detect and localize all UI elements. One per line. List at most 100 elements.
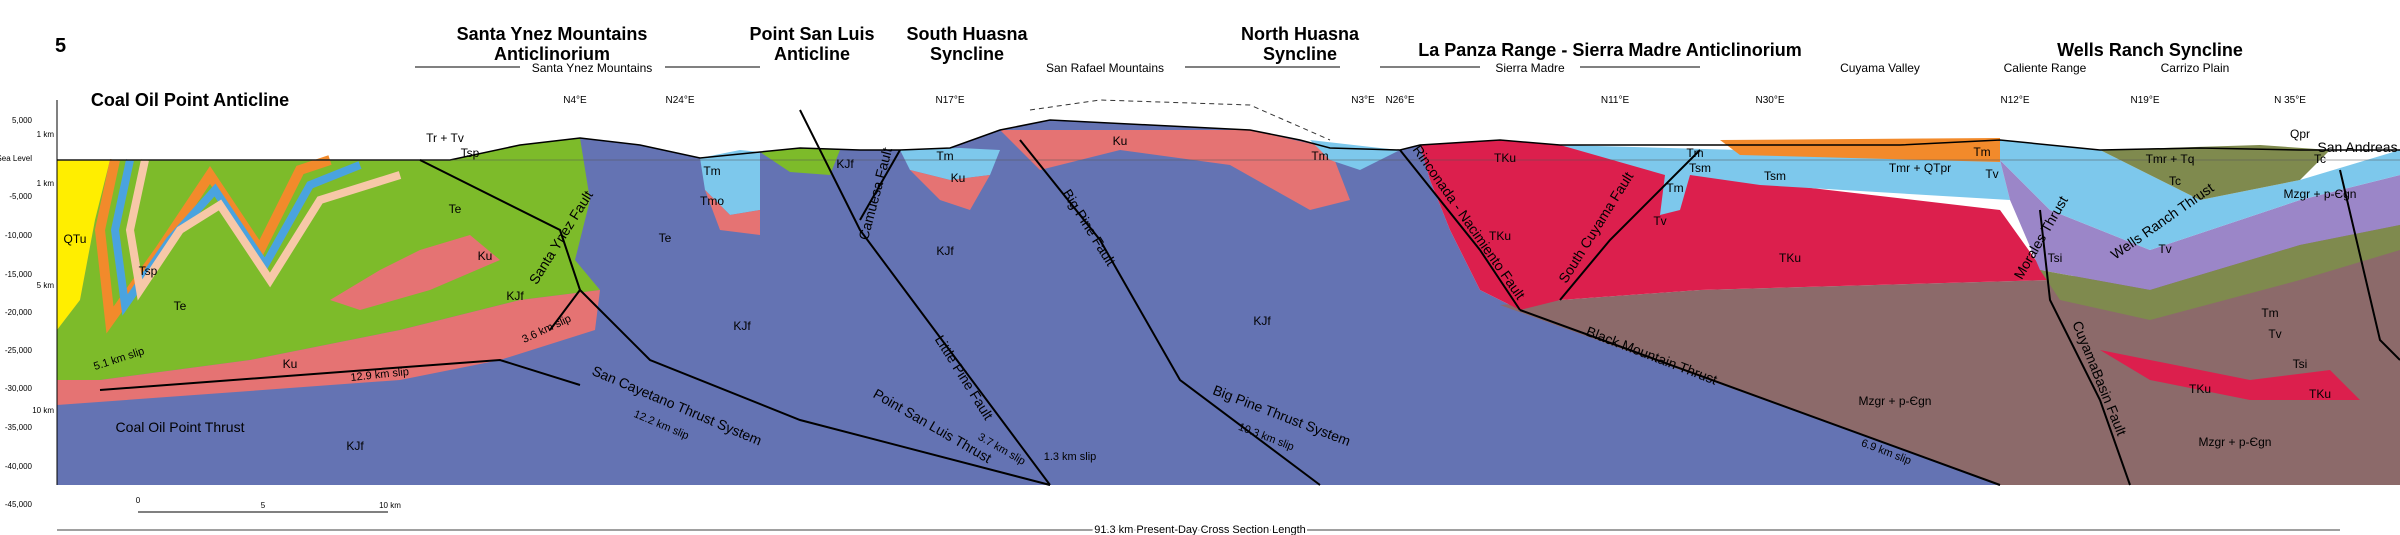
range-label: Cuyama Valley	[1840, 61, 1920, 75]
unit: KJf	[936, 244, 954, 258]
unit: Tv	[2268, 327, 2281, 341]
scale-label: 0	[136, 496, 141, 505]
depth-label: -40,000	[5, 462, 33, 471]
scale-bar: 0 5 10 km	[136, 496, 401, 513]
unit: Tsi	[2048, 251, 2063, 265]
ku	[330, 235, 500, 310]
unit: Tc	[2169, 174, 2181, 188]
fault	[1519, 309, 2001, 486]
unit: Mzgr + p-Єgn	[1859, 394, 1932, 408]
tm	[2000, 140, 2400, 250]
unit: TKu	[2189, 382, 2211, 396]
range-label: Santa Ynez Mountains	[532, 61, 653, 75]
faults	[99, 109, 2400, 486]
fault	[2339, 169, 2400, 361]
unit: Tm	[2261, 306, 2278, 320]
unit: Tc	[2314, 152, 2326, 166]
tv	[2000, 160, 2400, 290]
unit: QTu	[64, 232, 87, 246]
orientation: N17°E	[935, 95, 964, 106]
unit: KJf	[836, 157, 854, 171]
unit: KJf	[506, 289, 524, 303]
unit: Ku	[951, 171, 966, 185]
unit: Tsp	[139, 264, 158, 278]
unit: Tm	[1973, 145, 1990, 159]
depth-label: -10,000	[5, 231, 33, 240]
unit: Te	[659, 231, 672, 245]
header: La Panza Range - Sierra Madre Anticlinor…	[1418, 40, 1801, 60]
unit: Tsm	[1689, 161, 1711, 175]
eroded-profile	[1029, 99, 1331, 141]
tku	[2100, 350, 2360, 400]
header: Anticline	[774, 44, 850, 64]
ku	[1000, 130, 1350, 210]
fault-label: San Andreas Fault	[2317, 139, 2400, 155]
km-label: 1 km	[37, 179, 55, 188]
figure-number: 5	[55, 35, 66, 57]
unit: Tv	[1985, 167, 1998, 181]
tm	[700, 150, 760, 215]
unit: Tv	[1653, 214, 1666, 228]
unit: Ku	[478, 249, 493, 263]
unit: Tv	[2158, 242, 2171, 256]
tm	[1560, 145, 2010, 215]
range-label: Sierra Madre	[1495, 61, 1565, 75]
header: Syncline	[1263, 44, 1337, 64]
stripe	[94, 155, 332, 334]
fault	[419, 159, 582, 331]
header: Syncline	[930, 44, 1004, 64]
unit: KJf	[1253, 314, 1271, 328]
orientation: N 35°E	[2274, 95, 2306, 106]
fault	[99, 358, 581, 391]
header: Anticlinorium	[494, 44, 610, 64]
range-label: Carrizo Plain	[2161, 61, 2230, 75]
unit: Qpr	[2290, 127, 2310, 141]
depth-label: -30,000	[5, 384, 33, 393]
unit: Mzgr + p-Єgn	[2284, 187, 2357, 201]
unit: Tr + Tv	[426, 131, 464, 145]
depth-label: -5,000	[9, 192, 32, 201]
fault	[1399, 149, 1521, 311]
unit: Tm	[1311, 149, 1328, 163]
orientation: N19°E	[2130, 95, 2159, 106]
fault	[1019, 139, 1321, 486]
ku	[57, 290, 600, 405]
unit: Tmr + QTpr	[1889, 161, 1951, 175]
unit: Tsp	[461, 146, 480, 160]
depth-label: 5,000	[12, 116, 33, 125]
fault-label: Coal Oil Point Thrust	[116, 419, 245, 435]
header: Point San Luis	[749, 24, 874, 44]
range-label: San Rafael Mountains	[1046, 61, 1164, 75]
depth-label: -35,000	[5, 423, 33, 432]
geology	[57, 120, 2400, 485]
depth-label: -45,000	[5, 500, 33, 509]
orientation: N24°E	[665, 95, 694, 106]
unit: TKu	[2309, 387, 2331, 401]
tsi	[2040, 225, 2400, 320]
tsi	[2100, 145, 2330, 200]
fault	[1559, 149, 1701, 301]
te	[760, 148, 840, 175]
unit: Tmo	[700, 194, 724, 208]
unit: KJf	[346, 439, 364, 453]
section-length: 91.3 km Present-Day Cross Section Length	[1094, 524, 1306, 535]
unit: Tm	[1686, 146, 1703, 160]
orientation: N11°E	[1601, 95, 1630, 106]
depth-label: -20,000	[5, 308, 33, 317]
orientation: N3°E	[1351, 95, 1375, 106]
unit: TKu	[1494, 151, 1516, 165]
orientation: N26°E	[1385, 95, 1414, 106]
unit: Ku	[1113, 134, 1128, 148]
fault	[2039, 209, 2131, 486]
depth-label: -25,000	[5, 346, 33, 355]
unit: Tsi	[2293, 357, 2308, 371]
fault	[799, 109, 1051, 486]
unit: Mzgr + p-Єgn	[2199, 435, 2272, 449]
depth-label: -15,000	[5, 270, 33, 279]
unit: Ku	[283, 357, 298, 371]
stripe	[125, 159, 402, 301]
unit: Tm	[703, 164, 720, 178]
km-label: 1 km	[37, 130, 55, 139]
depth-label: Sea Level	[0, 154, 32, 163]
